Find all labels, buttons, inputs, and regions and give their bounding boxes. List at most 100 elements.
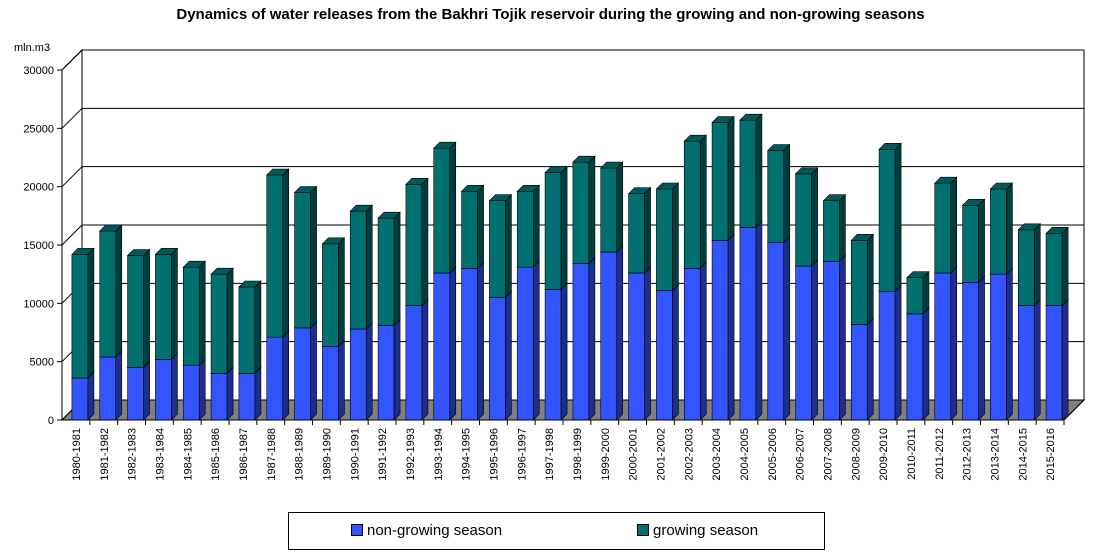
bar-side: [87, 371, 95, 421]
bar-front: [489, 297, 506, 421]
bar-non-growing: [488, 290, 513, 421]
bar-growing: [655, 182, 680, 292]
bar-front: [934, 182, 952, 274]
bar-side: [922, 270, 930, 315]
bar-side: [811, 167, 818, 267]
bar-growing: [377, 211, 401, 327]
gridline-side: [61, 166, 83, 188]
bar-front: [71, 254, 89, 379]
bar-side: [644, 266, 651, 421]
bar-growing: [989, 182, 1014, 275]
bar-front: [850, 324, 868, 421]
bar-non-growing: [544, 282, 568, 421]
bar-front: [266, 174, 284, 338]
bar-side: [866, 317, 874, 421]
bar-growing: [321, 237, 346, 348]
x-tick-label: 1987-1988: [266, 428, 278, 481]
bar-side: [171, 247, 178, 361]
bar-non-growing: [878, 284, 902, 421]
bar-top: [767, 144, 791, 151]
bar-front: [405, 184, 423, 306]
bar-growing: [627, 186, 652, 274]
bar-growing: [767, 143, 791, 244]
bar-non-growing: [572, 256, 596, 421]
x-tick-label: 1997-1998: [544, 428, 556, 481]
bar-top: [683, 134, 707, 142]
x-tick-label: 2010-2011: [906, 428, 918, 480]
bar-growing: [850, 233, 874, 326]
x-tick-label: 1981-1982: [99, 428, 111, 481]
bar-front: [405, 305, 423, 421]
bar-side: [588, 155, 596, 265]
bar-non-growing: [377, 318, 401, 421]
bar-non-growing: [739, 220, 763, 421]
bar-growing: [293, 185, 318, 329]
bar-side: [421, 177, 429, 307]
bar-side: [532, 260, 540, 421]
bar-front: [544, 289, 562, 421]
bar-front: [349, 328, 367, 421]
bar-side: [1061, 226, 1069, 307]
bar-side: [338, 237, 345, 348]
bar-front: [182, 266, 200, 366]
bar-side: [616, 245, 624, 421]
legend-item-non-growing: non-growing season: [351, 522, 502, 539]
bar-non-growing: [794, 259, 819, 421]
bar-side: [699, 134, 707, 270]
bar-growing: [266, 168, 290, 338]
bar-non-growing: [655, 283, 680, 421]
bar-top: [99, 224, 123, 232]
bar-front: [322, 346, 339, 421]
bar-side: [115, 350, 123, 421]
bar-top: [850, 234, 874, 241]
bar-growing: [433, 141, 457, 274]
bar-growing: [71, 247, 95, 379]
x-tick-label: 2014-2015: [1017, 428, 1029, 481]
bar-non-growing: [293, 321, 318, 421]
bar-side: [783, 143, 791, 244]
x-tick-label: 1982-1983: [127, 428, 139, 481]
bar-front: [683, 140, 701, 269]
bar-front: [1017, 229, 1035, 306]
bar-top: [1045, 227, 1069, 234]
bar-top: [794, 167, 819, 175]
floor-edge: [1063, 399, 1085, 421]
bar-side: [644, 186, 651, 274]
bar-front: [878, 291, 896, 421]
bar-growing: [572, 155, 596, 265]
bar-front: [461, 268, 478, 421]
x-tick-label: 1985-1986: [210, 428, 222, 481]
bar-side: [449, 266, 457, 421]
bar-non-growing: [210, 366, 234, 421]
bar-front: [600, 251, 618, 421]
bar-non-growing: [349, 322, 373, 421]
bar-front: [767, 150, 785, 243]
bar-top: [433, 141, 457, 149]
bar-front: [962, 205, 979, 283]
bar-side: [226, 366, 234, 421]
bar-side: [449, 141, 457, 274]
bar-front: [433, 272, 451, 421]
bar-top: [182, 260, 206, 268]
bar-side: [365, 204, 373, 330]
bar-front: [238, 286, 256, 374]
x-tick-label: 1983-1984: [154, 428, 166, 481]
bar-side: [727, 115, 735, 242]
bar-front: [990, 273, 1007, 421]
legend-swatch-growing: [637, 524, 649, 537]
bar-side: [672, 182, 679, 292]
gridline-side: [61, 224, 83, 246]
x-tick-label: 1984-1985: [182, 428, 194, 481]
bar-side: [1061, 298, 1069, 421]
x-tick-labels: 1980-1981 1981-1982 1982-1983 1983-1984 1984…: [71, 428, 1057, 481]
y-tick-labels: 0 5000 10000 15000 20000 25000 30000: [23, 65, 54, 427]
bar-side: [505, 290, 512, 421]
bar-side: [755, 113, 763, 229]
bar-non-growing: [516, 260, 540, 421]
bar-front: [155, 359, 172, 421]
bar-top: [711, 116, 735, 123]
bar-side: [560, 165, 568, 291]
bar-front: [572, 161, 590, 264]
bar-side: [727, 233, 735, 421]
x-tick-label: 2008-2009: [850, 428, 862, 481]
